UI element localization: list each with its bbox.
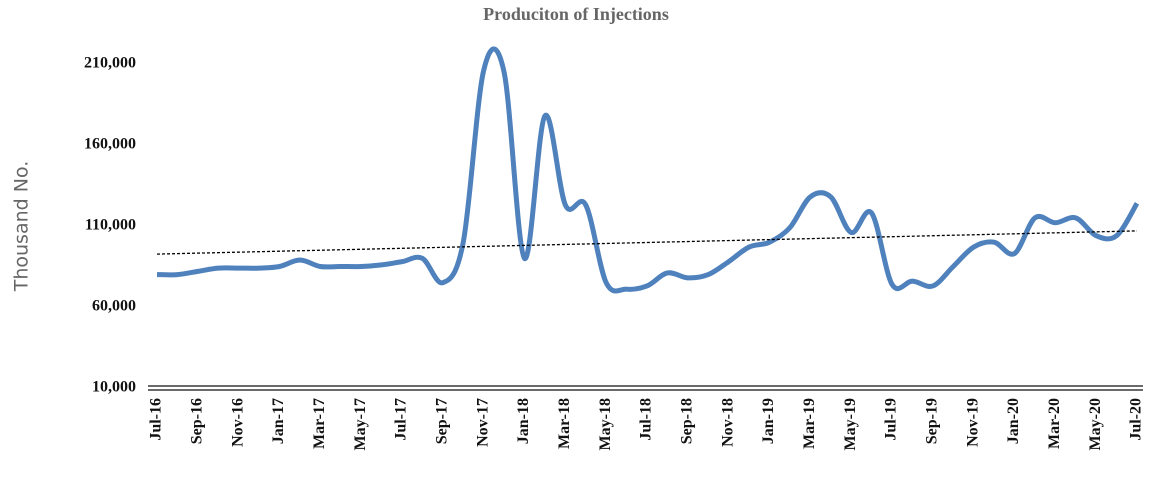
y-tick-label: 210,000 [84,55,136,72]
x-tick-label: Sep-19 [924,398,941,444]
x-tick-label: Sep-16 [189,398,206,444]
x-tick-label: Sep-18 [679,398,696,444]
x-tick-label: Jul-16 [148,398,165,441]
x-tick-label: Mar-17 [311,398,328,449]
y-tick-label: 60,000 [92,298,136,315]
x-tick-label: May-17 [352,398,369,450]
x-tick-label: May-19 [842,398,859,450]
x-tick-label: Nov-16 [229,398,246,447]
y-tick-label: 10,000 [92,379,136,396]
y-tick-label: 110,000 [85,217,136,234]
x-tick-label: Jan-20 [1005,398,1022,444]
x-tick-label: May-20 [1087,398,1104,450]
x-tick-label: Jan-18 [515,398,532,444]
x-tick-label: Mar-20 [1046,398,1063,449]
x-tick-label: Jan-17 [270,398,287,444]
trendline [156,230,1138,255]
x-tick-label: Nov-17 [474,398,491,447]
x-tick-label: May-18 [597,398,614,450]
x-tick-label: Sep-17 [434,398,451,444]
x-tick-label: Jan-19 [760,398,777,444]
x-tick-label: Jul-17 [393,398,410,441]
x-tick-label: Nov-18 [719,398,736,447]
data-line [156,46,1140,294]
x-tick-label: Jul-20 [1128,398,1145,441]
chart-title: Produciton of Injections [483,4,669,24]
x-tick-label: Nov-19 [964,398,981,447]
y-tick-label: 160,000 [84,136,136,153]
y-axis-label: Thousand No. [11,161,33,293]
x-tick-label: Mar-19 [801,398,818,449]
x-tick-label: Jul-19 [883,398,900,441]
x-tick-label: Mar-18 [556,398,573,449]
x-tick-label: Jul-18 [638,398,655,441]
